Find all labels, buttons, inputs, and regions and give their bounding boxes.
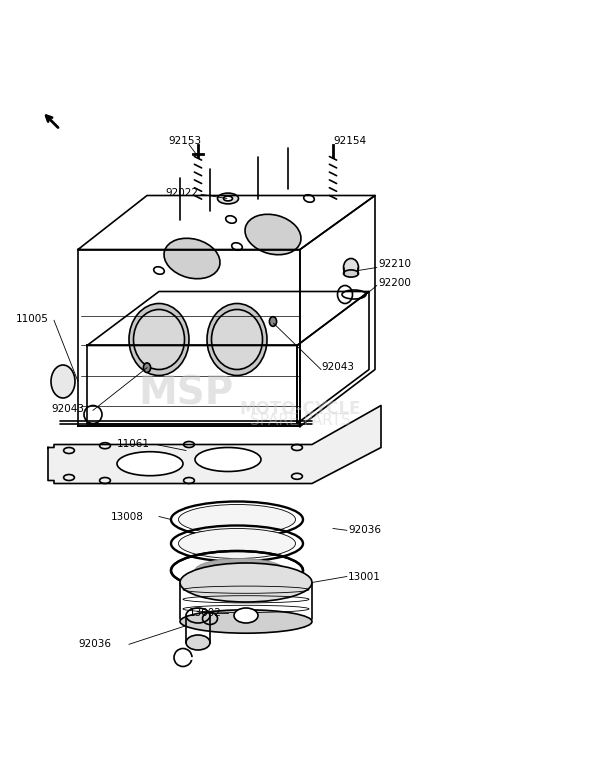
Ellipse shape (143, 363, 151, 373)
Ellipse shape (180, 563, 312, 602)
Text: SPARE PARTS: SPARE PARTS (250, 413, 350, 428)
Ellipse shape (186, 635, 210, 650)
Ellipse shape (195, 559, 285, 583)
Ellipse shape (117, 452, 183, 476)
Ellipse shape (133, 309, 185, 370)
Ellipse shape (207, 304, 267, 376)
Text: 92153: 92153 (168, 136, 201, 146)
Ellipse shape (51, 365, 75, 398)
Ellipse shape (195, 447, 261, 471)
Polygon shape (48, 405, 381, 484)
Ellipse shape (179, 505, 296, 535)
Text: 92154: 92154 (333, 136, 366, 146)
Text: 92022: 92022 (165, 188, 198, 198)
Ellipse shape (269, 317, 277, 326)
Text: MOTO-CYCLE: MOTO-CYCLE (239, 399, 361, 418)
Ellipse shape (164, 238, 220, 279)
Ellipse shape (223, 196, 233, 201)
Ellipse shape (245, 214, 301, 255)
Text: 92036: 92036 (348, 525, 381, 536)
Text: 13002: 13002 (189, 608, 222, 618)
Ellipse shape (180, 610, 312, 633)
Text: 92210: 92210 (378, 260, 411, 270)
Ellipse shape (212, 309, 263, 370)
Ellipse shape (337, 285, 353, 304)
Ellipse shape (343, 259, 359, 277)
Ellipse shape (129, 304, 189, 376)
Text: 92043: 92043 (51, 404, 84, 414)
Text: 13001: 13001 (348, 571, 381, 581)
Text: 92043: 92043 (321, 361, 354, 371)
Ellipse shape (343, 270, 359, 277)
Text: 11061: 11061 (117, 439, 150, 449)
Text: 92036: 92036 (78, 639, 111, 649)
Ellipse shape (234, 608, 258, 623)
Ellipse shape (179, 529, 296, 559)
Text: 11005: 11005 (16, 314, 49, 323)
Text: 13008: 13008 (111, 512, 144, 522)
Ellipse shape (218, 193, 239, 204)
Text: 92200: 92200 (378, 277, 411, 288)
Text: MSP: MSP (139, 374, 233, 412)
